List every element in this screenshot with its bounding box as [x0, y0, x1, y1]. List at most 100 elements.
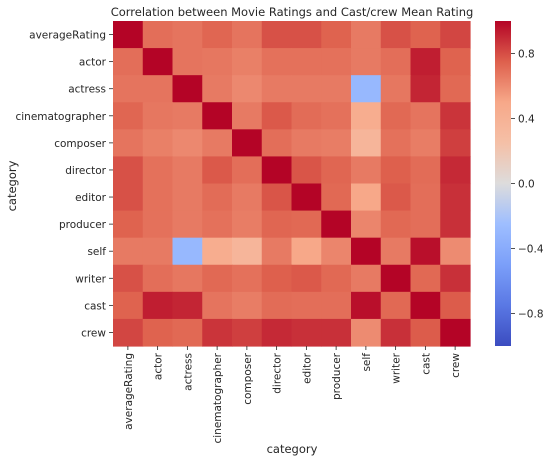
heatmap-cell — [410, 75, 441, 103]
heatmap-cell — [380, 48, 412, 76]
heatmap-cell — [380, 291, 412, 320]
x-tick-label: composer — [242, 352, 254, 404]
heatmap-cell — [351, 264, 382, 293]
x-tick-label: cast — [420, 353, 432, 375]
heatmap-cell — [380, 75, 412, 103]
x-axis-label: category — [267, 442, 318, 456]
heatmap-cell — [202, 21, 233, 49]
heatmap-cell — [172, 21, 203, 49]
heatmap-cell — [380, 237, 412, 266]
heatmap-cell — [291, 291, 322, 320]
heatmap-cell — [172, 210, 203, 239]
heatmap-cell — [410, 264, 441, 293]
heatmap-cell — [440, 183, 471, 212]
heatmap-cell — [410, 291, 441, 320]
heatmap-cell — [291, 156, 322, 185]
x-tick-label: actor — [153, 352, 165, 380]
heatmap-cell — [261, 129, 293, 158]
heatmap-cell — [440, 291, 471, 320]
heatmap-cell — [172, 129, 203, 158]
heatmap-cell — [321, 48, 352, 76]
heatmap-cell — [351, 129, 382, 158]
heatmap-cell — [232, 21, 263, 49]
heatmap-cell — [202, 264, 233, 293]
x-tick-label: cinematographer — [212, 352, 224, 443]
heatmap-cell — [380, 264, 412, 293]
x-tick-label: averageRating — [123, 353, 135, 430]
heatmap-cell — [142, 183, 174, 212]
heatmap-cell — [440, 75, 471, 103]
heatmap-cell — [113, 291, 144, 320]
heatmap-cell — [172, 264, 203, 293]
heatmap-cell — [440, 129, 471, 158]
heatmap-cell — [202, 237, 233, 266]
heatmap-cell — [232, 75, 263, 103]
heatmap-cell — [291, 102, 322, 130]
heatmap-cell — [410, 210, 441, 239]
x-tick-label: writer — [391, 352, 403, 383]
heatmap-cell — [291, 237, 322, 266]
y-tick-label: cinematographer — [15, 111, 106, 123]
heatmap-cell — [321, 102, 352, 130]
heatmap-cell — [172, 75, 203, 103]
colorbar — [495, 21, 511, 346]
heatmap-cell — [202, 48, 233, 76]
heatmap-cell — [172, 291, 203, 320]
x-tick-labels: averageRating actor actress cinematographer… — [123, 346, 462, 444]
heatmap-cell — [291, 264, 322, 293]
x-tick-label: director — [272, 352, 284, 393]
heatmap-cell — [142, 21, 174, 49]
colorbar-tick-label: 0.0 — [518, 179, 535, 191]
heatmap-cell — [291, 183, 322, 212]
heatmap-cell — [380, 129, 412, 158]
y-tick-labels: averageRating actor actress cinematographer… — [15, 30, 113, 339]
heatmap-cell — [440, 102, 471, 130]
heatmap-cell — [291, 48, 322, 76]
heatmap-cell — [172, 102, 203, 130]
heatmap-cell — [351, 21, 382, 49]
heatmap-cell — [380, 183, 412, 212]
heatmap-cell — [321, 129, 352, 158]
heatmap-cell — [202, 129, 233, 158]
heatmap-cell — [202, 102, 233, 130]
heatmap-cell — [172, 237, 203, 266]
heatmap-cell — [410, 183, 441, 212]
heatmap-cell — [232, 291, 263, 320]
heatmap-cell — [261, 291, 293, 320]
heatmap-cell — [172, 183, 203, 212]
heatmap-cell — [440, 156, 471, 185]
heatmap-cell — [440, 48, 471, 76]
heatmap-cell — [142, 264, 174, 293]
heatmap-cell — [440, 318, 471, 347]
y-tick-label: writer — [75, 273, 106, 285]
heatmap-cell — [351, 102, 382, 130]
heatmap-cell — [351, 210, 382, 239]
heatmap-cell — [142, 129, 174, 158]
chart-title: Correlation between Movie Ratings and Ca… — [111, 5, 474, 19]
heatmap-cell — [440, 237, 471, 266]
heatmap-cell — [202, 75, 233, 103]
heatmap-cell — [261, 21, 293, 49]
heatmap-cell — [202, 291, 233, 320]
y-tick-label: editor — [75, 192, 107, 204]
colorbar-tick-label: −0.8 — [518, 309, 544, 321]
heatmap-cell — [321, 264, 352, 293]
heatmap-cell — [321, 210, 352, 239]
heatmap-cell — [232, 318, 263, 347]
heatmap-cell — [232, 183, 263, 212]
heatmap-cell — [321, 291, 352, 320]
y-tick-label: actress — [68, 84, 106, 96]
heatmap-cell — [351, 237, 382, 266]
heatmap-cell — [232, 48, 263, 76]
heatmap-cell — [321, 21, 352, 49]
heatmap-cell — [261, 75, 293, 103]
heatmap-cell — [380, 318, 412, 347]
heatmap-cell — [321, 183, 352, 212]
colorbar-ticks: −0.8 −0.4 0.0 0.4 0.8 — [511, 49, 544, 321]
heatmap-cell — [142, 291, 174, 320]
y-tick-label: composer — [54, 138, 106, 150]
heatmap-cell — [113, 21, 144, 49]
colorbar-tick-label: 0.8 — [518, 49, 535, 61]
heatmap-cell — [321, 318, 352, 347]
